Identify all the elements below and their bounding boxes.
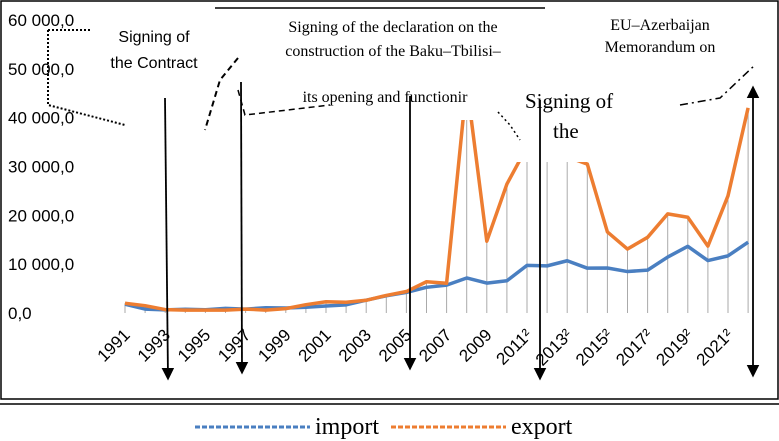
annotation: the (553, 119, 579, 143)
annotations: Signing of the Contract Signing of the d… (47, 7, 760, 381)
annotation-box (225, 10, 545, 120)
y-tick-label: 40 000,0 (8, 109, 74, 128)
y-tick-label: 20 000,0 (8, 206, 74, 225)
x-tick-label: 2019² (652, 325, 696, 369)
x-tick-label: 1999 (254, 325, 294, 365)
series-line (124, 240, 750, 312)
legend: import export (195, 414, 573, 440)
plot: 0,0 10 000,0 20 000,0 30 000,0 40 000,0 50 00… (8, 11, 750, 323)
legend-label: export (511, 414, 573, 440)
x-tick-label: 2011² (493, 325, 537, 369)
y-tick-label: 60 000,0 (8, 11, 74, 30)
y-tick-label: 50 000,0 (8, 60, 74, 79)
y-tick-label: 30 000,0 (8, 158, 74, 177)
x-tick-label: 2007 (415, 325, 455, 365)
x-tick-label: 2015² (572, 325, 616, 369)
x-tick-label: 2009 (455, 325, 495, 365)
annotation: Signing of the declaration on the (288, 19, 497, 36)
y-tick-label: 0,0 (8, 304, 32, 323)
annotation: the Contract (110, 55, 198, 72)
x-tick-label: 1995 (174, 325, 214, 365)
x-tick-label: 2021² (693, 325, 737, 369)
annotation: Signing of (118, 29, 190, 46)
x-tick-label: 1991 (94, 325, 134, 365)
series-line (124, 81, 750, 312)
legend-label: import (315, 414, 379, 440)
y-tick-label: 10 000,0 (8, 255, 74, 274)
x-tick-label: 1997 (214, 325, 254, 365)
x-axis: 1991 1993 1995 1997 1999 2001 2003 2005 2007 2009… (94, 325, 737, 369)
annotation: construction of the Baku–Tbilisi– (285, 43, 502, 60)
x-tick-label: 2017² (612, 325, 656, 369)
annotation: EU–Azerbaijan (610, 17, 710, 34)
x-tick-label: 2001 (295, 325, 335, 365)
annotation: Memorandum on (605, 39, 716, 56)
frame (0, 0, 779, 400)
annotation: Signing of (525, 89, 613, 113)
x-tick-label: 2013² (532, 325, 576, 369)
annotation: its opening and functionir (303, 89, 469, 106)
x-tick-label: 2003 (335, 325, 375, 365)
annotation-box (92, 14, 216, 82)
